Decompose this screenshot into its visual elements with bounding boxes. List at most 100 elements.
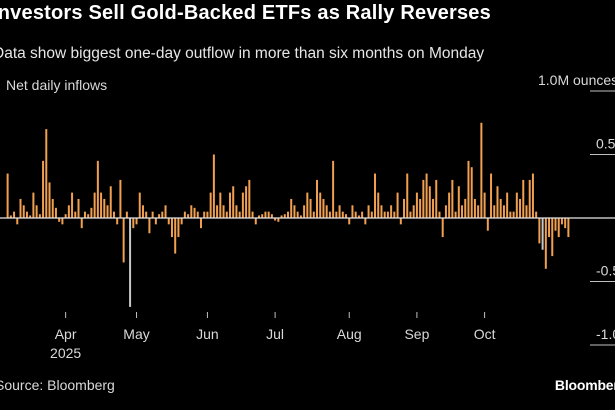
bar — [345, 214, 348, 218]
bar — [480, 122, 483, 218]
bar — [528, 179, 531, 218]
bar — [38, 214, 41, 218]
bar — [406, 173, 409, 218]
bar — [25, 211, 28, 218]
bar — [538, 218, 541, 244]
bar — [222, 205, 225, 218]
bar — [393, 211, 396, 218]
brand-logo: Bloomberg — [554, 377, 615, 393]
bar — [151, 211, 154, 218]
bar — [148, 218, 151, 234]
bar — [100, 192, 103, 218]
bar — [45, 129, 48, 218]
bar — [560, 218, 563, 225]
bar — [557, 218, 560, 238]
bar — [415, 192, 418, 218]
bar — [531, 173, 534, 218]
bar — [164, 205, 167, 218]
bar — [13, 211, 16, 218]
bar — [490, 173, 493, 218]
bar — [567, 218, 570, 238]
bar — [232, 186, 235, 218]
bar — [6, 173, 9, 218]
bar — [209, 192, 212, 218]
bar — [441, 218, 444, 238]
bar — [512, 211, 515, 218]
chart-subtitle: Data show biggest one-day outflow in mor… — [0, 45, 485, 62]
bar — [64, 214, 67, 218]
bar — [277, 218, 280, 222]
bar — [548, 218, 551, 238]
bar — [180, 218, 183, 225]
bar — [332, 160, 335, 218]
bar — [135, 218, 138, 225]
bar — [554, 218, 557, 231]
bar — [51, 198, 54, 218]
bar — [380, 205, 383, 218]
bar — [341, 211, 344, 218]
bar — [122, 218, 125, 263]
bar — [241, 192, 244, 218]
bar — [138, 192, 141, 218]
bar — [361, 211, 364, 218]
bar — [42, 160, 45, 218]
bar — [293, 205, 296, 218]
bar — [77, 198, 80, 218]
bar — [141, 205, 144, 218]
bar — [502, 205, 505, 218]
bar — [96, 160, 99, 218]
bar — [467, 160, 470, 218]
x-tick-label: Sep — [404, 326, 429, 342]
bar — [216, 205, 219, 218]
bar — [167, 218, 170, 225]
bar — [264, 211, 267, 218]
bar — [54, 207, 57, 218]
bar — [515, 192, 518, 218]
x-tick-label: Oct — [474, 326, 496, 342]
bar — [112, 211, 115, 218]
bar — [296, 211, 299, 218]
bar — [32, 192, 35, 218]
bar — [119, 179, 122, 218]
bar — [525, 205, 528, 218]
bar — [254, 218, 257, 225]
bar — [477, 205, 480, 218]
y-tick-label: 0.5 — [596, 136, 615, 152]
bar — [335, 211, 338, 218]
bar — [544, 218, 547, 269]
x-tick-label: May — [123, 326, 149, 342]
bar — [483, 192, 486, 218]
x-tick-label: Aug — [337, 326, 362, 342]
bar — [245, 186, 248, 218]
bar — [22, 205, 25, 218]
bar — [19, 198, 22, 218]
bar — [170, 218, 173, 238]
bar — [444, 205, 447, 218]
bar — [125, 211, 128, 218]
bar — [412, 205, 415, 218]
bar — [325, 205, 328, 218]
bar — [383, 211, 386, 218]
bar — [564, 218, 567, 229]
bar — [74, 211, 77, 218]
bar — [519, 198, 522, 218]
bar — [390, 205, 393, 218]
bar — [283, 214, 286, 218]
bar — [219, 192, 222, 218]
bar — [470, 167, 473, 218]
bar — [212, 154, 215, 218]
legend: Net daily inflows — [0, 77, 107, 93]
bar — [354, 211, 357, 218]
bar — [206, 211, 209, 218]
x-year-label: 2025 — [50, 345, 81, 361]
bar — [83, 211, 86, 218]
bar — [386, 211, 389, 218]
bar — [251, 211, 254, 218]
bar — [299, 215, 302, 218]
y-tick-label: -0.5 — [596, 263, 615, 279]
bar — [396, 192, 399, 218]
bar — [67, 205, 70, 218]
bar — [473, 198, 476, 218]
bar — [357, 215, 360, 218]
bar — [158, 214, 161, 218]
